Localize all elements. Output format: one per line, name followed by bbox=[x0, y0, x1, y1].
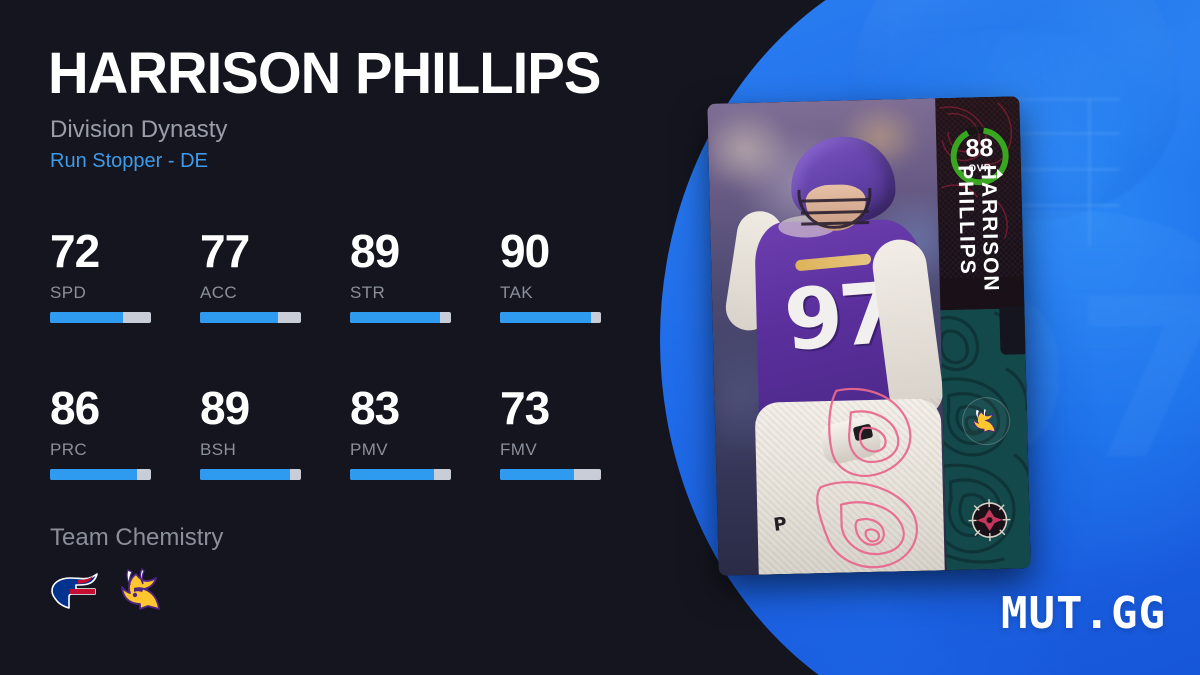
stat-label: FMV bbox=[500, 440, 538, 459]
stat-bar-fill bbox=[200, 469, 290, 480]
stat-bar-fill bbox=[500, 469, 574, 480]
stat-bar bbox=[350, 469, 451, 480]
page-title: HARRISON PHILLIPS bbox=[48, 41, 601, 106]
mutgg-logo[interactable]: MUT.GG bbox=[1001, 588, 1166, 639]
card-side-strip: 88 OVR HARRISON PHILLIPS bbox=[935, 96, 1031, 571]
player-card[interactable]: 97 P bbox=[707, 96, 1031, 576]
program-label: Division Dynasty bbox=[50, 116, 228, 143]
stat-value: 90 bbox=[500, 225, 550, 277]
stat-pmv: 83 PMV bbox=[350, 385, 500, 480]
card-player-photo: 97 P bbox=[707, 98, 951, 576]
ovr-ring bbox=[950, 126, 1010, 186]
stat-label: ACC bbox=[200, 283, 238, 302]
team-chemistry-title: Team Chemistry bbox=[50, 524, 224, 551]
stat-acc: 77 ACC bbox=[200, 228, 350, 323]
strip-notch bbox=[999, 306, 1027, 355]
stat-bsh: 89 BSH bbox=[200, 385, 350, 480]
info-column: HARRISON PHILLIPS Division Dynasty Run S… bbox=[48, 41, 670, 614]
stat-value: 77 bbox=[200, 225, 250, 277]
player-facemask bbox=[797, 187, 873, 230]
stat-bar-fill bbox=[50, 312, 123, 323]
stat-bar-fill bbox=[350, 312, 440, 323]
stat-bar bbox=[350, 312, 451, 323]
stat-fmv: 73 FMV bbox=[500, 385, 650, 480]
stat-bar bbox=[50, 312, 151, 323]
card-last-name: PHILLIPS bbox=[953, 164, 980, 277]
overall-rating-badge: 88 OVR bbox=[946, 122, 1014, 190]
card-program-badge bbox=[966, 497, 1013, 544]
pants-letter: P bbox=[772, 513, 789, 536]
stat-label: BSH bbox=[200, 440, 237, 459]
card-team-badge bbox=[961, 396, 1011, 446]
stat-str: 89 STR bbox=[350, 228, 500, 323]
stat-bar-fill bbox=[200, 312, 278, 323]
stat-bar bbox=[500, 469, 601, 480]
stats-row: 86 PRC 89 BSH 83 PMV bbox=[50, 385, 670, 480]
stat-label: SPD bbox=[50, 283, 87, 302]
stat-label: TAK bbox=[500, 283, 534, 302]
pink-contour-overlay bbox=[810, 380, 951, 574]
stat-bar bbox=[50, 469, 151, 480]
team-chemistry-logos bbox=[48, 567, 170, 614]
stats-grid: 72 SPD 77 ACC 89 STR bbox=[50, 228, 670, 480]
stats-row: 72 SPD 77 ACC 89 STR bbox=[50, 228, 670, 323]
stat-label: PMV bbox=[350, 440, 389, 459]
stat-value: 89 bbox=[200, 382, 250, 434]
stat-tak: 90 TAK bbox=[500, 228, 650, 323]
stat-bar bbox=[200, 469, 301, 480]
stat-bar-fill bbox=[50, 469, 137, 480]
stat-value: 72 bbox=[50, 225, 100, 277]
stat-value: 89 bbox=[350, 225, 400, 277]
stat-value: 86 bbox=[50, 382, 100, 434]
stat-bar bbox=[500, 312, 601, 323]
archetype-label: Run Stopper - DE bbox=[50, 150, 208, 172]
stat-label: PRC bbox=[50, 440, 88, 459]
stat-value: 73 bbox=[500, 382, 550, 434]
bills-logo[interactable] bbox=[48, 568, 100, 614]
stat-bar-fill bbox=[500, 312, 591, 323]
stat-label: STR bbox=[350, 283, 386, 302]
ovr-value: 88 bbox=[965, 133, 994, 163]
stat-bar bbox=[200, 312, 301, 323]
vikings-logo[interactable] bbox=[118, 567, 170, 614]
vikings-icon bbox=[972, 408, 996, 433]
card-player-name: HARRISON PHILLIPS bbox=[953, 164, 1004, 395]
stat-spd: 72 SPD bbox=[50, 228, 200, 323]
stat-prc: 86 PRC bbox=[50, 385, 200, 480]
stat-bar-fill bbox=[350, 469, 434, 480]
stat-value: 83 bbox=[350, 382, 400, 434]
